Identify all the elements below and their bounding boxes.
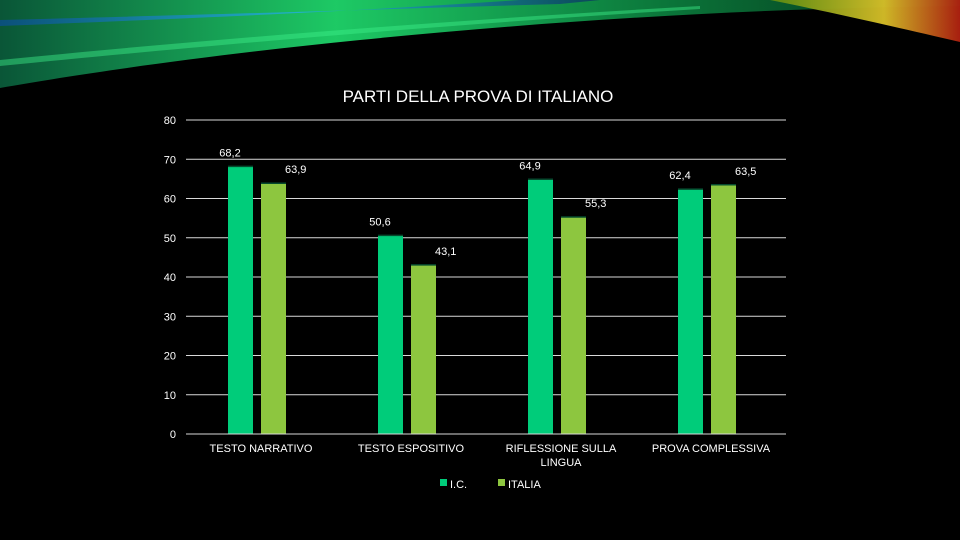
bar (678, 189, 703, 434)
swoosh-band-yellow (770, 0, 960, 42)
y-tick-label: 0 (170, 429, 176, 441)
bar (411, 264, 436, 434)
bar (378, 235, 403, 434)
bar (561, 216, 586, 434)
data-label: 62,4 (669, 170, 690, 182)
y-tick-label: 60 (164, 194, 176, 206)
data-label: 43,1 (435, 246, 456, 258)
x-tick-label: TESTO ESPOSITIVO (358, 443, 465, 455)
bars (228, 165, 736, 434)
y-tick-label: 80 (164, 115, 176, 127)
x-tick-label-line: RIFLESSIONE SULLA (506, 443, 617, 455)
y-axis: 0 10 20 30 40 50 60 70 80 (164, 115, 176, 441)
x-tick-label: TESTO NARRATIVO (210, 443, 313, 455)
x-tick-label-line: PROVA COMPLESSIVA (652, 443, 771, 455)
data-labels: 68,2 63,9 50,6 43,1 64,9 55,3 62,4 63,5 (219, 147, 756, 258)
y-tick-label: 70 (164, 154, 176, 166)
y-tick-label: 20 (164, 351, 176, 363)
legend: I.C. ITALIA (440, 479, 541, 491)
swoosh-highlight (0, 6, 700, 66)
x-axis: TESTO NARRATIVO TESTO ESPOSITIVO RIFLESSIO… (186, 433, 786, 469)
bar (228, 166, 253, 434)
x-tick-label: PROVA COMPLESSIVA (652, 443, 771, 455)
swoosh-band-green (0, 0, 960, 88)
x-tick-label-line: TESTO NARRATIVO (210, 443, 313, 455)
legend-swatch (498, 479, 505, 486)
x-tick-label: RIFLESSIONE SULLA LINGUA (506, 443, 617, 469)
bar (528, 179, 553, 434)
y-tick-label: 10 (164, 390, 176, 402)
y-tick-label: 40 (164, 272, 176, 284)
swoosh-band-blue (0, 0, 600, 26)
bar (711, 184, 736, 434)
legend-label: I.C. (450, 479, 467, 491)
y-tick-label: 50 (164, 233, 176, 245)
data-label: 63,5 (735, 166, 756, 178)
data-label: 50,6 (369, 216, 390, 228)
legend-label: ITALIA (508, 479, 541, 491)
x-tick-label-line: LINGUA (541, 457, 583, 469)
data-label: 63,9 (285, 164, 306, 176)
data-label: 68,2 (219, 147, 240, 159)
x-tick-label-line: TESTO ESPOSITIVO (358, 443, 465, 455)
chart-title: PARTI DELLA PROVA DI ITALIANO (343, 87, 614, 106)
bar (261, 183, 286, 434)
data-label: 64,9 (519, 160, 540, 172)
legend-swatch (440, 479, 447, 486)
y-tick-label: 30 (164, 311, 176, 323)
data-label: 55,3 (585, 198, 606, 210)
